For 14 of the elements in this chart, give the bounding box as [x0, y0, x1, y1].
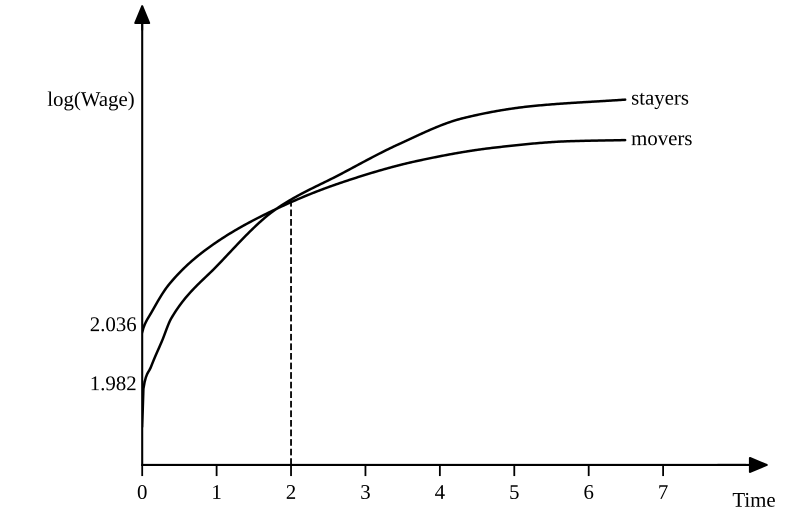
- x-tick-label: 0: [138, 484, 147, 500]
- x-tick-label: 5: [510, 485, 519, 500]
- x-axis-title: Time: [732, 492, 775, 507]
- y-tick-label: 2.036: [90, 317, 136, 332]
- series-label: movers: [632, 135, 692, 146]
- x-tick-label: 7: [659, 485, 668, 499]
- x-tick-label: 4: [435, 485, 445, 499]
- x-tick-label: 1: [213, 485, 221, 499]
- x-tick-label: 2: [286, 485, 296, 499]
- x-tick-label: 3: [361, 485, 370, 500]
- series-label: stayers: [632, 92, 688, 110]
- y-axis-title: log(Wage): [48, 91, 134, 110]
- y-tick-label: 1.982: [92, 376, 136, 390]
- x-tick-label: 6: [584, 485, 594, 500]
